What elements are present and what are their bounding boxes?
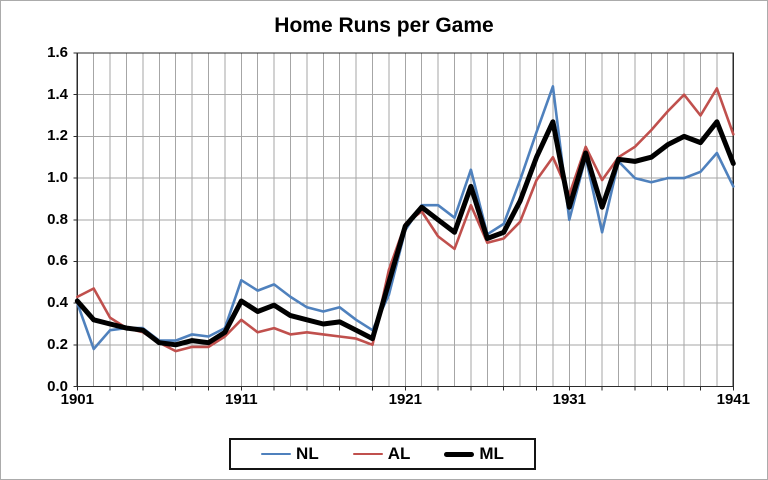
y-axis-label: 1.4 [47,85,68,103]
x-axis-label: 1911 [225,391,258,408]
plot-border [76,52,734,388]
x-axis-label: 1901 [60,391,94,408]
legend-label: AL [387,444,411,463]
series-line-ml [74,119,736,348]
legend-item-nl: NL [261,444,319,464]
legend-label: ML [479,444,504,463]
legend-line-sample-al [352,452,383,456]
y-axis-label: 1.6 [47,44,68,61]
legend: NL AL ML [229,438,536,470]
y-axis-label: 0.8 [47,210,68,228]
x-axis-label: 1921 [388,391,422,408]
y-axis-label: 1.0 [47,169,68,187]
chart-title: Home Runs per Game [274,14,494,37]
legend-line-sample-ml [444,451,475,457]
y-axis-label: 0.0 [47,377,68,395]
y-axis-label: 0.4 [47,294,68,312]
legend-item-ml: ML [444,444,504,464]
y-axis-label: 1.2 [47,127,68,145]
legend-label: NL [296,444,319,463]
legend-line-sample-nl [261,452,292,456]
x-axis-label: 1941 [716,391,750,408]
y-axis-label: 0.6 [47,252,68,270]
legend-item-al: AL [352,444,411,464]
y-axis-label: 0.2 [47,335,68,353]
x-axis-label: 1931 [552,391,586,408]
